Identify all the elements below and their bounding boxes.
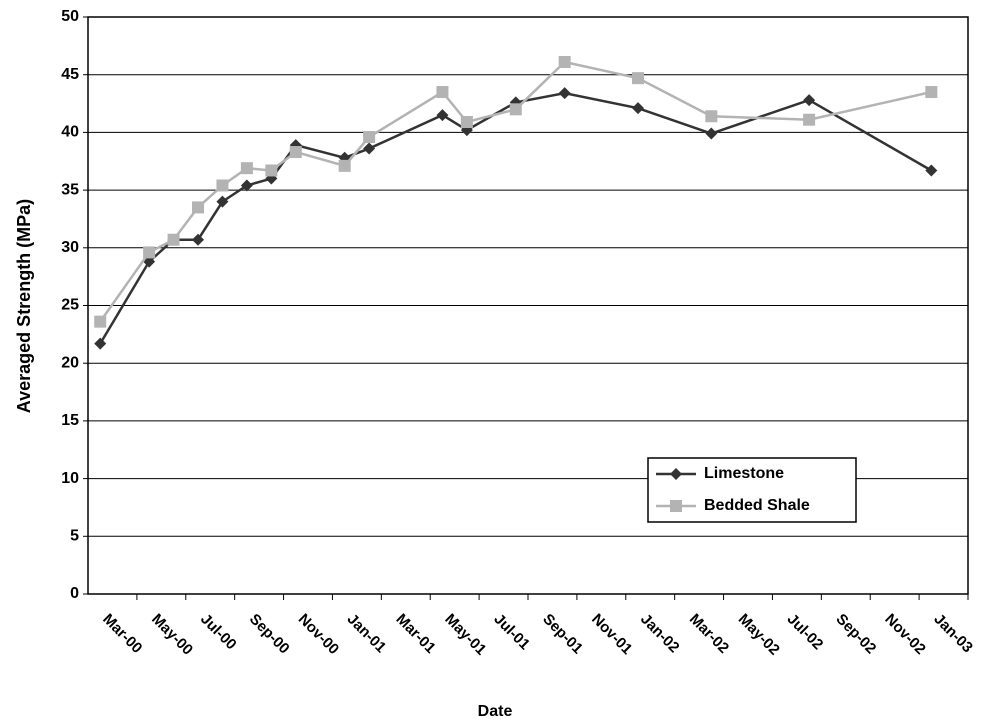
x-tick-label: Mar-00 [99, 611, 145, 657]
marker [460, 116, 473, 129]
legend: Limestone Bedded Shale [647, 457, 857, 523]
y-tick-label: 0 [70, 585, 79, 602]
y-tick-label: 40 [61, 124, 79, 141]
marker [803, 94, 816, 107]
series-line [99, 91, 932, 345]
marker [240, 179, 253, 192]
marker [94, 337, 107, 350]
x-tick-label: Jan-02 [637, 611, 683, 657]
x-tick-label: Sep-02 [833, 611, 880, 658]
y-tick-label: 25 [61, 297, 79, 314]
legend-marker [670, 500, 682, 512]
marker [509, 103, 522, 116]
marker [558, 87, 571, 100]
x-tick-label: Sep-01 [539, 611, 586, 658]
marker [705, 110, 718, 123]
marker [240, 162, 253, 175]
marker [925, 86, 938, 99]
x-tick-label: Mar-02 [686, 611, 732, 657]
marker [216, 179, 229, 192]
marker [216, 195, 229, 208]
x-tick-label: May-02 [735, 611, 783, 659]
legend-label: Limestone [704, 465, 784, 482]
x-tick-label: May-01 [441, 611, 489, 659]
y-tick-label: 45 [61, 66, 79, 83]
x-tick-label: Mar-01 [393, 611, 439, 657]
x-tick-label: Jul-01 [490, 611, 533, 654]
x-tick-label: Nov-01 [588, 611, 635, 658]
marker [705, 127, 718, 140]
y-tick-label: 35 [61, 181, 79, 198]
marker [632, 72, 644, 85]
x-tick-label: Sep-00 [246, 611, 293, 658]
legend-label: Bedded Shale [704, 497, 810, 514]
marker [289, 146, 302, 159]
marker [192, 201, 204, 214]
marker [803, 113, 816, 126]
x-tick-label: Nov-00 [295, 611, 342, 658]
y-axis-title: Averaged Strength (MPa) [14, 199, 34, 413]
x-tick-label: Jan-03 [930, 611, 976, 657]
y-tick-label: 5 [70, 528, 79, 545]
marker [167, 233, 180, 246]
x-tick-label: May-00 [148, 611, 196, 659]
marker [94, 315, 107, 328]
marker [925, 164, 938, 177]
y-tick-label: 50 [61, 8, 79, 25]
marker [265, 164, 278, 177]
x-tick-label: Jan-01 [344, 611, 390, 657]
marker [436, 86, 449, 99]
marker [192, 233, 204, 246]
x-tick-label: Jul-02 [784, 611, 827, 654]
marker [558, 56, 571, 69]
marker [363, 131, 376, 144]
x-tick-label: Jul-00 [197, 611, 240, 654]
marker [338, 159, 351, 172]
marker [436, 109, 449, 122]
x-axis-title: Date [478, 703, 513, 720]
x-tick-label: Nov-02 [881, 611, 928, 658]
marker [143, 246, 156, 259]
y-tick-label: 15 [61, 412, 79, 429]
legend-marker [670, 468, 682, 480]
y-tick-label: 20 [61, 354, 79, 371]
legend-box [647, 457, 857, 523]
marker [632, 102, 644, 115]
marker [363, 142, 376, 155]
y-tick-label: 10 [61, 470, 79, 487]
y-tick-label: 30 [61, 239, 79, 256]
